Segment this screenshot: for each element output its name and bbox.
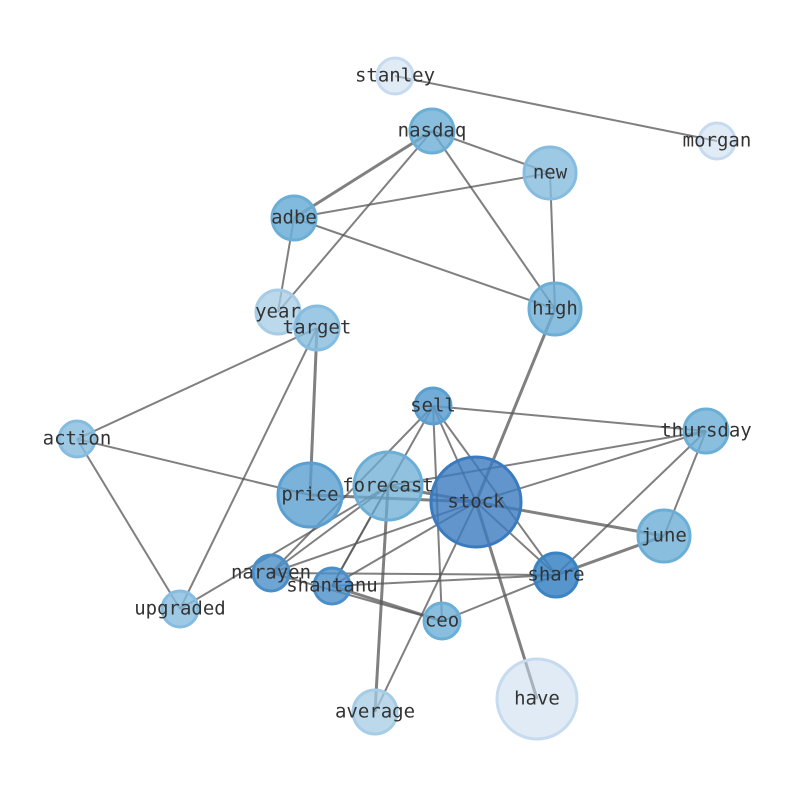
edge bbox=[373, 485, 390, 713]
edge bbox=[76, 438, 181, 610]
node-label: adbe bbox=[271, 207, 317, 229]
node bbox=[522, 145, 578, 201]
node-label: narayen bbox=[231, 562, 311, 584]
node bbox=[682, 407, 730, 455]
edge bbox=[293, 129, 433, 220]
node-label: average bbox=[335, 701, 415, 723]
node-label: thursday bbox=[660, 420, 752, 442]
node bbox=[270, 194, 318, 242]
node bbox=[351, 688, 399, 736]
node-label: share bbox=[527, 564, 584, 586]
node-label: have bbox=[514, 688, 560, 710]
node-label: high bbox=[532, 298, 578, 320]
node bbox=[495, 657, 579, 741]
node bbox=[293, 304, 341, 352]
node-label: sell bbox=[410, 395, 456, 417]
node bbox=[636, 508, 692, 564]
edge bbox=[270, 405, 434, 574]
node bbox=[422, 601, 462, 641]
node bbox=[251, 553, 291, 593]
node bbox=[276, 461, 344, 529]
node-label: new bbox=[533, 162, 568, 184]
edge bbox=[76, 438, 311, 496]
node-label: shantanu bbox=[286, 575, 378, 597]
node-label: stock bbox=[447, 491, 505, 513]
node bbox=[413, 386, 453, 426]
node bbox=[312, 566, 352, 606]
edge bbox=[394, 75, 718, 142]
node-label: target bbox=[283, 317, 352, 339]
node-label: morgan bbox=[683, 130, 752, 152]
edge bbox=[555, 430, 707, 576]
node bbox=[532, 551, 580, 599]
node bbox=[429, 455, 523, 549]
edge bbox=[293, 172, 551, 219]
node bbox=[352, 450, 424, 522]
edge bbox=[293, 217, 556, 310]
node-label: year bbox=[255, 301, 301, 323]
node bbox=[375, 56, 415, 96]
node-label: upgraded bbox=[134, 598, 226, 620]
edge bbox=[431, 130, 556, 310]
edge bbox=[331, 574, 557, 587]
node-label: forecast bbox=[342, 475, 434, 497]
node-label: nasdaq bbox=[398, 120, 467, 142]
node bbox=[697, 121, 737, 161]
node bbox=[160, 589, 200, 629]
node-label: price bbox=[281, 484, 338, 506]
edge bbox=[179, 327, 318, 610]
node-label: action bbox=[43, 428, 112, 450]
edge bbox=[277, 130, 433, 313]
node bbox=[57, 419, 97, 459]
node-label: ceo bbox=[425, 610, 459, 632]
node bbox=[408, 107, 456, 155]
edge bbox=[76, 327, 318, 440]
node-label: stanley bbox=[355, 65, 435, 87]
edge bbox=[179, 485, 389, 610]
edge bbox=[432, 405, 707, 432]
node-label: june bbox=[641, 525, 687, 547]
nodes bbox=[57, 56, 737, 741]
node bbox=[527, 281, 583, 337]
